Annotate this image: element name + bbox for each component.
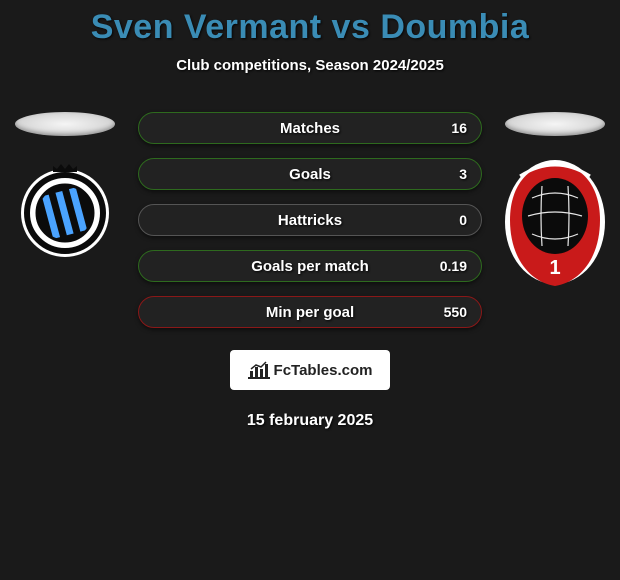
stat-row: Goals per match 0.19 [138,250,482,282]
player-silhouette-left [15,112,115,136]
royal-antwerp-icon: 1 [500,158,610,298]
right-club-logo: 1 [500,158,610,298]
stat-value: 0 [459,212,467,228]
left-club-logo [15,158,115,258]
stats-column: Matches 16 Goals 3 Hattricks 0 Goals per match… [138,112,482,328]
stat-label: Hattricks [278,212,342,229]
subtitle: Club competitions, Season 2024/2025 [0,57,620,74]
branding-text: FcTables.com [274,362,373,379]
right-side: 1 [500,112,610,298]
page-title: Sven Vermant vs Doumbia [0,8,620,47]
comparison-card: Sven Vermant vs Doumbia Club competition… [0,0,620,430]
stat-row: Min per goal 550 [138,296,482,328]
branding-badge: FcTables.com [230,350,390,390]
player-silhouette-right [505,112,605,136]
stat-row: Matches 16 [138,112,482,144]
stat-value: 3 [459,166,467,182]
club-brugge-icon [15,158,115,258]
stat-label: Min per goal [266,304,354,321]
stat-value: 0.19 [440,258,467,274]
club-number: 1 [549,257,560,279]
stat-value: 550 [444,304,467,320]
chart-icon [248,361,270,379]
comparison-layout: Matches 16 Goals 3 Hattricks 0 Goals per match… [0,112,620,328]
stat-row: Goals 3 [138,158,482,190]
left-side [10,112,120,258]
stat-row: Hattricks 0 [138,204,482,236]
stat-label: Goals per match [251,258,369,275]
stat-label: Matches [280,120,340,137]
date-text: 15 february 2025 [0,412,620,430]
stat-value: 16 [451,120,467,136]
stat-label: Goals [289,166,331,183]
